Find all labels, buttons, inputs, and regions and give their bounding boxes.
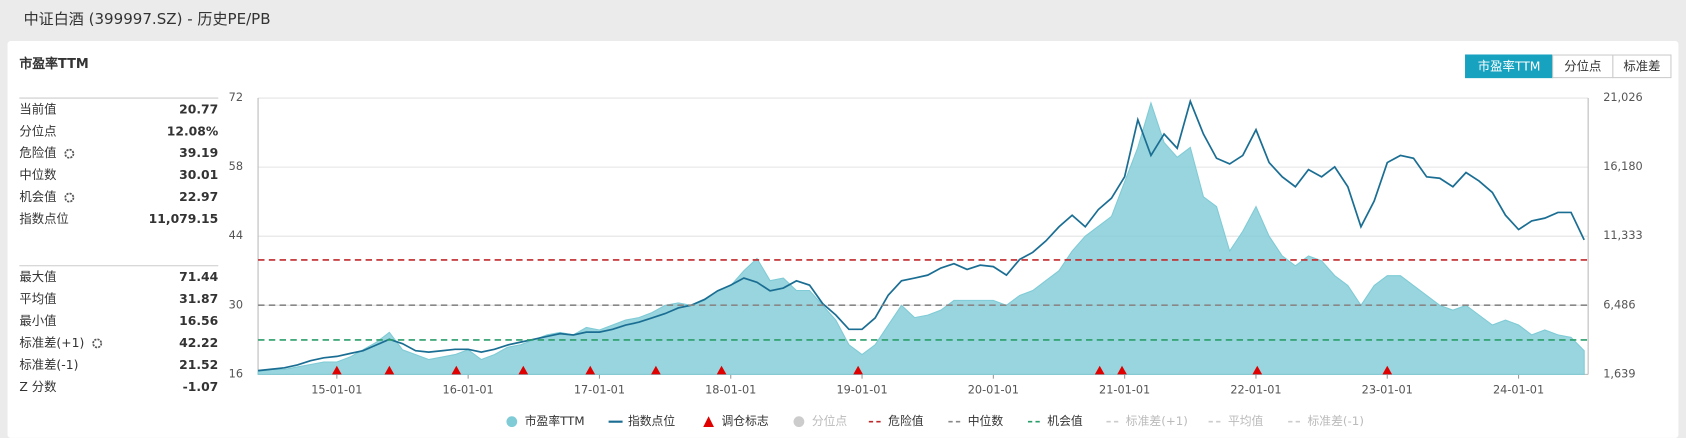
tab-label[interactable]: 市盈率TTM [1478,58,1541,73]
rebalance-marker [384,365,395,375]
legend-label[interactable]: 中位数 [968,414,1004,428]
y2-tick-label: 21,026 [1603,91,1642,104]
stat-value: 11,079.15 [149,212,219,226]
stat-label: 当前值 [19,101,56,116]
legend-item[interactable]: 标准差(-1) [1288,414,1364,428]
stat-label: 标准差(-1) [19,358,78,372]
stat-label: 最大值 [19,269,56,284]
legend-label[interactable]: 平均值 [1228,414,1264,428]
legend-item[interactable]: 危险值 [868,414,924,428]
tab-label[interactable]: 分位点 [1564,58,1601,73]
y2-tick-label: 6,486 [1603,298,1635,311]
legend-label[interactable]: 分位点 [812,414,848,428]
rebalance-marker [332,365,342,375]
y2-tick-label: 1,639 [1603,367,1635,380]
y2-tick-label: 16,180 [1603,160,1642,173]
y-tick-label: 72 [229,91,243,104]
rebalance-marker [716,365,727,375]
legend-symbol [506,416,518,428]
y2-tick-label: 11,333 [1603,229,1642,242]
stat-value: 31.87 [179,292,218,306]
x-tick-label: 24-01-01 [1493,384,1544,397]
rebalance-marker [1117,365,1127,375]
legend-label[interactable]: 危险值 [888,414,924,428]
rebalance-marker [518,365,529,375]
y-tick-label: 16 [229,367,243,380]
x-tick-label: 18-01-01 [705,384,756,397]
legend-item[interactable]: 中位数 [948,414,1003,428]
legend-label[interactable]: 市盈率TTM [525,414,585,428]
rebalance-marker [451,365,462,375]
legend-label[interactable]: 指数点位 [628,414,675,428]
stat-value: 16.56 [179,314,218,328]
stat-label: 机会值 [19,189,56,204]
stat-value: 71.44 [179,270,218,284]
stat-label: 中位数 [19,167,56,182]
legend-label[interactable]: 机会值 [1047,414,1083,428]
x-tick-label: 22-01-01 [1230,384,1281,397]
legend-label[interactable]: 标准差(+1) [1126,414,1188,428]
x-tick-label: 15-01-01 [311,384,362,397]
rebalance-marker [651,365,661,375]
x-tick-label: 16-01-01 [443,384,494,397]
legend-label[interactable]: 调仓标志 [721,414,768,428]
gear-icon[interactable] [64,192,75,203]
index-line [257,98,1585,372]
rebalance-marker [585,365,596,375]
x-tick-label: 20-01-01 [968,384,1019,397]
legend-item[interactable]: 分位点 [793,414,848,428]
legend-item[interactable]: 指数点位 [608,414,676,428]
tab-label[interactable]: 标准差 [1623,59,1660,73]
stat-value: 30.01 [179,168,218,182]
legend-item[interactable]: 市盈率TTM [506,414,585,428]
stat-value: -1.07 [183,380,219,394]
rebalance-marker [1252,365,1263,375]
rebalance-marker [853,365,863,375]
y-tick-label: 58 [229,160,243,173]
stat-label: 危险值 [19,145,56,160]
stat-value: 39.19 [179,146,218,160]
legend-item[interactable]: 调仓标志 [703,414,769,428]
legend-item[interactable]: 平均值 [1208,414,1264,428]
stat-label: 标准差(+1) [19,336,84,350]
legend-label[interactable]: 标准差(-1) [1308,414,1364,428]
legend-symbol [793,416,805,428]
gear-icon[interactable] [92,338,103,349]
x-tick-label: 21-01-01 [1099,384,1150,397]
x-tick-label: 17-01-01 [574,384,625,397]
rebalance-marker [1382,365,1393,375]
stat-value: 22.97 [179,190,218,204]
legend-item[interactable]: 标准差(+1) [1106,414,1188,428]
stat-label: 分位点 [19,123,56,138]
stat-value: 12.08% [167,124,218,138]
stat-label: Z 分数 [19,379,56,394]
legend-symbol [703,416,714,428]
y-tick-label: 44 [229,229,243,242]
stat-label: 平均值 [19,291,56,306]
rebalance-marker [1094,365,1105,375]
stat-label: 指数点位 [19,211,68,226]
panel-title: 市盈率TTM [19,56,88,72]
stat-value: 20.77 [179,102,218,116]
y-tick-label: 30 [229,298,243,311]
stat-value: 21.52 [179,358,218,372]
stat-label: 最小值 [19,313,56,328]
pe-area [257,101,1585,375]
page-title: 中证白酒 (399997.SZ) - 历史PE/PB [24,10,271,28]
x-tick-label: 19-01-01 [836,384,887,397]
tab[interactable] [1612,54,1672,79]
stat-value: 42.22 [179,336,218,350]
legend-item[interactable]: 机会值 [1027,414,1083,428]
x-tick-label: 23-01-01 [1362,384,1413,397]
